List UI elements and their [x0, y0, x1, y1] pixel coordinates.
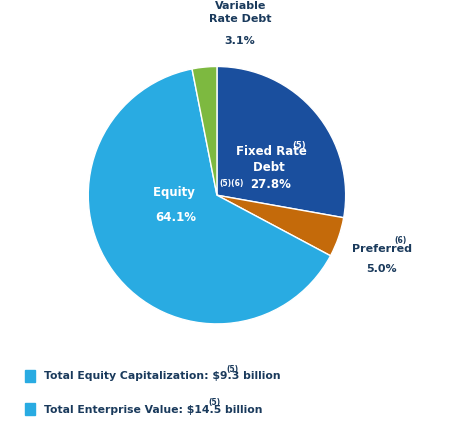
Text: (5): (5): [292, 141, 305, 150]
Text: (4): (4): [382, 7, 396, 16]
Text: Current Capital Structure as of 4/9/13: Current Capital Structure as of 4/9/13: [55, 15, 396, 30]
Wedge shape: [216, 195, 343, 256]
Text: Variable
Rate Debt: Variable Rate Debt: [208, 1, 271, 24]
Text: Equity: Equity: [152, 186, 198, 199]
Text: (5): (5): [208, 398, 220, 407]
Text: (5): (5): [226, 365, 238, 374]
Text: Total Enterprise Value: $14.5 billion: Total Enterprise Value: $14.5 billion: [44, 405, 262, 415]
Text: Total Equity Capitalization: $9.3 billion: Total Equity Capitalization: $9.3 billio…: [44, 372, 281, 381]
Text: 27.8%: 27.8%: [250, 178, 291, 191]
Text: 3.1%: 3.1%: [224, 36, 255, 46]
Text: Fixed Rate
Debt: Fixed Rate Debt: [235, 145, 306, 174]
Text: Preferred: Preferred: [351, 244, 411, 254]
Text: (5)(6): (5)(6): [219, 179, 244, 188]
Wedge shape: [88, 69, 330, 324]
Bar: [25, 369, 35, 382]
Wedge shape: [216, 66, 345, 218]
Bar: [25, 403, 35, 415]
Wedge shape: [192, 66, 216, 195]
Text: 64.1%: 64.1%: [155, 211, 196, 224]
Text: 5.0%: 5.0%: [366, 263, 396, 274]
Text: (6): (6): [394, 236, 406, 245]
